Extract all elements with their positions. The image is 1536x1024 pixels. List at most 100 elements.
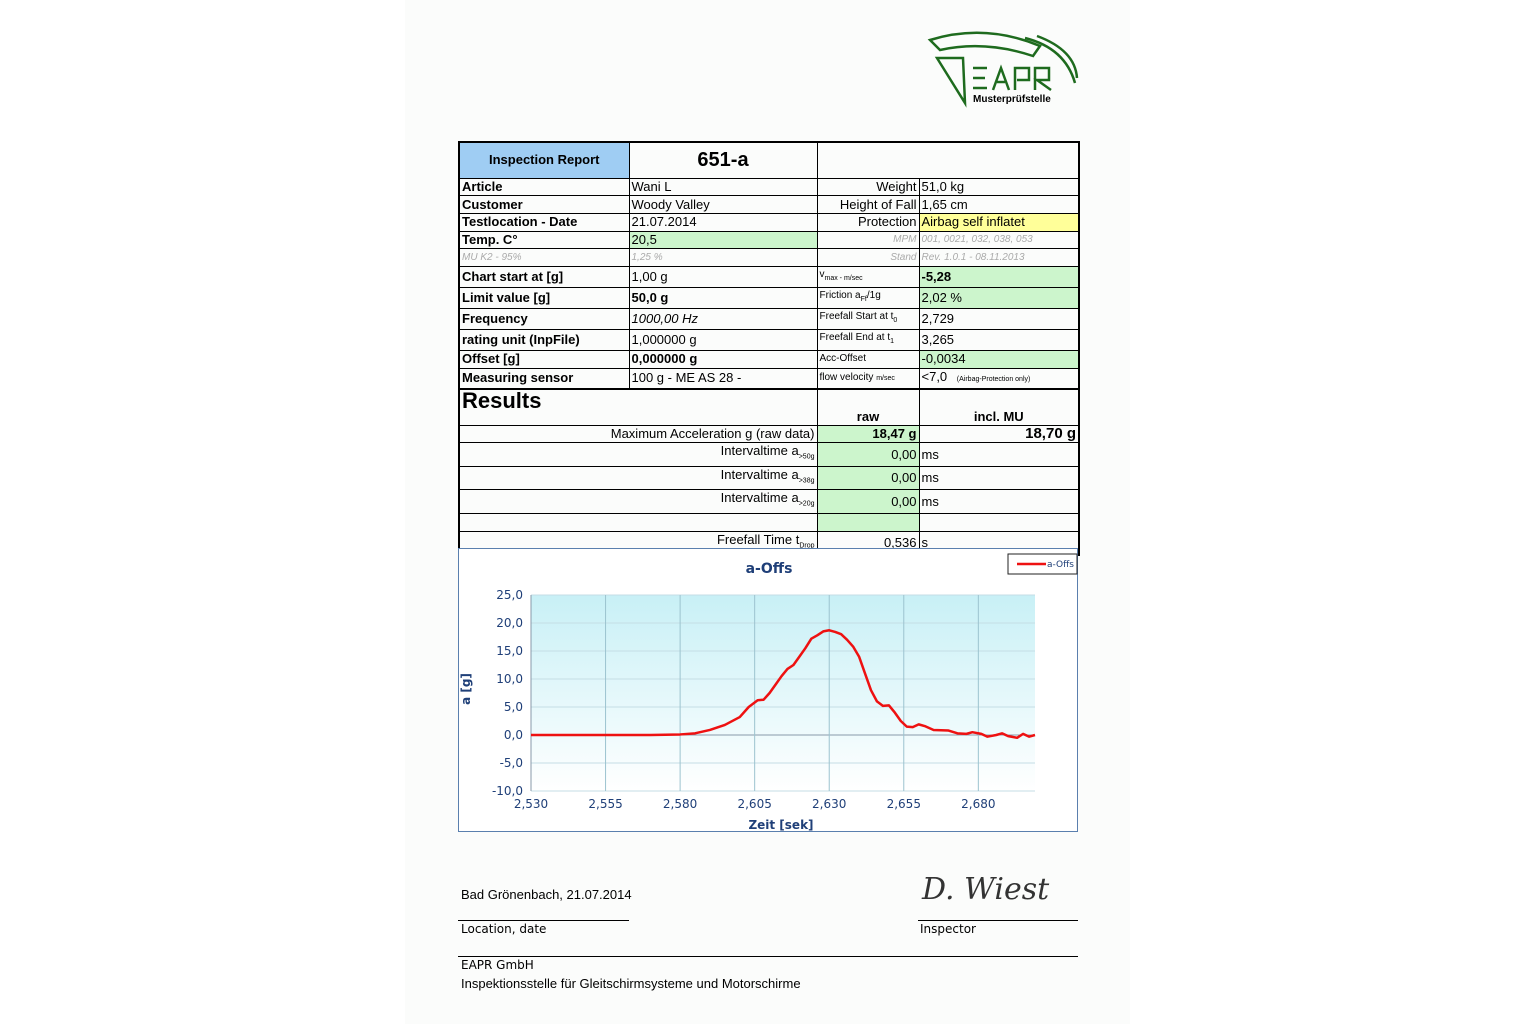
x-tick-label: 2,555	[588, 797, 622, 811]
label-limit: Limit value [g]	[458, 286, 630, 309]
y-axis-label: a [g]	[459, 673, 473, 705]
x-tick-label: 2,530	[514, 797, 548, 811]
label-mu: MU K2 - 95%	[458, 248, 630, 267]
header-empty-cell	[816, 141, 1080, 179]
label-sensor: Measuring sensor	[458, 367, 630, 390]
value-stand: Rev. 1.0.1 - 08.11.2013	[918, 248, 1080, 267]
value-article: Wani L	[628, 177, 818, 197]
label-friction: Friction aFf/1g	[816, 286, 920, 309]
company-description: Inspektionsstelle für Gleitschirmsysteme…	[461, 976, 801, 991]
label-interval-38g-sub: >38g	[798, 477, 815, 485]
value-protection: Airbag self inflatet	[918, 212, 1080, 232]
label-interval-50g-sub: >50g	[798, 453, 815, 461]
y-tick-label: 5,0	[504, 700, 523, 714]
label-vmax-sub: max - m/sec	[824, 274, 863, 282]
y-tick-label: 10,0	[496, 672, 523, 686]
label-interval-38g-text: Intervaltime a	[720, 466, 799, 482]
chart-svg: a-Offs a-Offs 25,0 20,0 15,0 10,0 5,0 0,0 -5,0…	[459, 553, 1078, 832]
y-tick-label: 15,0	[496, 644, 523, 658]
chart-legend: a-Offs	[1007, 553, 1078, 575]
value-sensor: 100 g - ME AS 28 -	[628, 367, 818, 390]
empty-cell	[918, 513, 1080, 532]
value-mpm: 001, 0021, 032, 038, 053	[918, 230, 1080, 250]
col-incl-mu: incl. MU	[918, 388, 1080, 426]
value-limit: 50,0 g	[628, 286, 818, 309]
label-flow-velocity-unit: m/sec	[876, 374, 895, 382]
results-title: Results	[458, 388, 818, 426]
value-max-acc-mu: 18,70 g	[918, 424, 1080, 444]
label-freefall-time-sub: Drop	[799, 542, 815, 550]
label-freefall-start-sub: 0	[893, 316, 898, 324]
value-interval-38g: 0,00	[816, 465, 920, 491]
inspection-info-table: Inspection Report 651-a Article Wani L Wei…	[458, 141, 1080, 390]
col-raw: raw	[816, 388, 920, 426]
x-axis-label: Zeit [sek]	[748, 818, 813, 832]
value-rating-unit: 1,000000 g	[628, 328, 818, 351]
label-height-of-fall: Height of Fall	[816, 195, 920, 214]
inspector-signature-line	[918, 920, 1078, 921]
unit-interval-20g: ms	[918, 489, 1080, 515]
label-interval-20g-text: Intervaltime a	[720, 490, 799, 506]
value-max-acc-raw: 18,47 g	[816, 424, 920, 444]
label-protection: Protection	[816, 212, 920, 232]
location-date-label: Location, date	[461, 922, 547, 936]
label-friction-tail: /1g	[866, 289, 881, 301]
place-date: Bad Grönenbach, 21.07.2014	[461, 887, 632, 902]
label-vmax-text: v	[819, 268, 825, 280]
empty-row	[458, 513, 818, 532]
value-interval-50g: 0,00	[816, 442, 920, 467]
label-freefall-start-text: Freefall Start at t	[819, 310, 894, 322]
logo-subtitle: Musterprüfstelle	[973, 94, 1051, 105]
legend-label: a-Offs	[1047, 560, 1074, 570]
value-interval-20g: 0,00	[816, 489, 920, 515]
label-mpm: MPM	[816, 230, 920, 250]
value-acc-offset: -0,0034	[918, 349, 1080, 369]
value-height-of-fall: 1,65 cm	[918, 195, 1080, 214]
label-flow-velocity-text: flow velocity	[819, 371, 874, 383]
label-interval-50g: Intervaltime a>50g	[458, 442, 818, 467]
label-interval-50g-text: Intervaltime a	[720, 443, 799, 459]
label-customer: Customer	[458, 195, 630, 214]
label-temp: Temp. C°	[458, 230, 630, 250]
label-interval-20g-sub: >20g	[798, 501, 815, 509]
label-chart-start: Chart start at [g]	[458, 265, 630, 288]
company-name: EAPR GmbH	[461, 958, 534, 972]
label-friction-sub: Ff	[860, 295, 867, 303]
location-signature-line	[458, 920, 629, 921]
label-offset: Offset [g]	[458, 349, 630, 369]
inspector-label: Inspector	[920, 922, 976, 936]
label-acc-offset: Acc-Offset	[816, 349, 920, 369]
value-freefall-end: 3,265	[918, 328, 1080, 351]
y-tick-label: -5,0	[500, 756, 523, 770]
label-article: Article	[458, 177, 630, 197]
report-number: 651-a	[628, 141, 818, 179]
label-freefall-time-text: Freefall Time t	[716, 531, 800, 547]
inspector-signature: D. Wiest	[922, 872, 1050, 907]
value-offset: 0,000000 g	[628, 349, 818, 369]
plot-area	[531, 595, 1035, 791]
value-frequency: 1000,00 Hz	[628, 307, 818, 330]
label-freefall-end: Freefall End at t1	[816, 328, 920, 351]
label-interval-20g: Intervaltime a>20g	[458, 489, 818, 515]
label-interval-38g: Intervaltime a>38g	[458, 465, 818, 491]
x-tick-label: 2,655	[887, 797, 921, 811]
label-testlocation: Testlocation - Date	[458, 212, 630, 232]
label-rating-unit: rating unit (InpFile)	[458, 328, 630, 351]
value-flow-velocity: <7,0 (Airbag-Protection only)	[918, 367, 1080, 390]
series-line-a-offs	[531, 629, 1036, 740]
label-frequency: Frequency	[458, 307, 630, 330]
value-mu: 1,25 %	[628, 248, 818, 267]
label-freefall-end-sub: 1	[890, 337, 894, 345]
x-tick-label: 2,605	[737, 797, 771, 811]
value-testlocation: 21.07.2014	[628, 212, 818, 232]
y-tick-label: 20,0	[496, 616, 523, 630]
label-stand: Stand	[816, 248, 920, 267]
label-max-acceleration: Maximum Acceleration g (raw data)	[458, 424, 818, 444]
value-friction: 2,02 %	[918, 286, 1080, 309]
label-friction-text: Friction a	[819, 289, 861, 301]
label-freefall-end-text: Freefall End at t	[819, 331, 891, 343]
report-title: Inspection Report	[458, 141, 630, 179]
label-freefall-start: Freefall Start at t0	[816, 307, 920, 330]
x-tick-label: 2,630	[812, 797, 846, 811]
y-tick-label: -10,0	[492, 784, 523, 798]
